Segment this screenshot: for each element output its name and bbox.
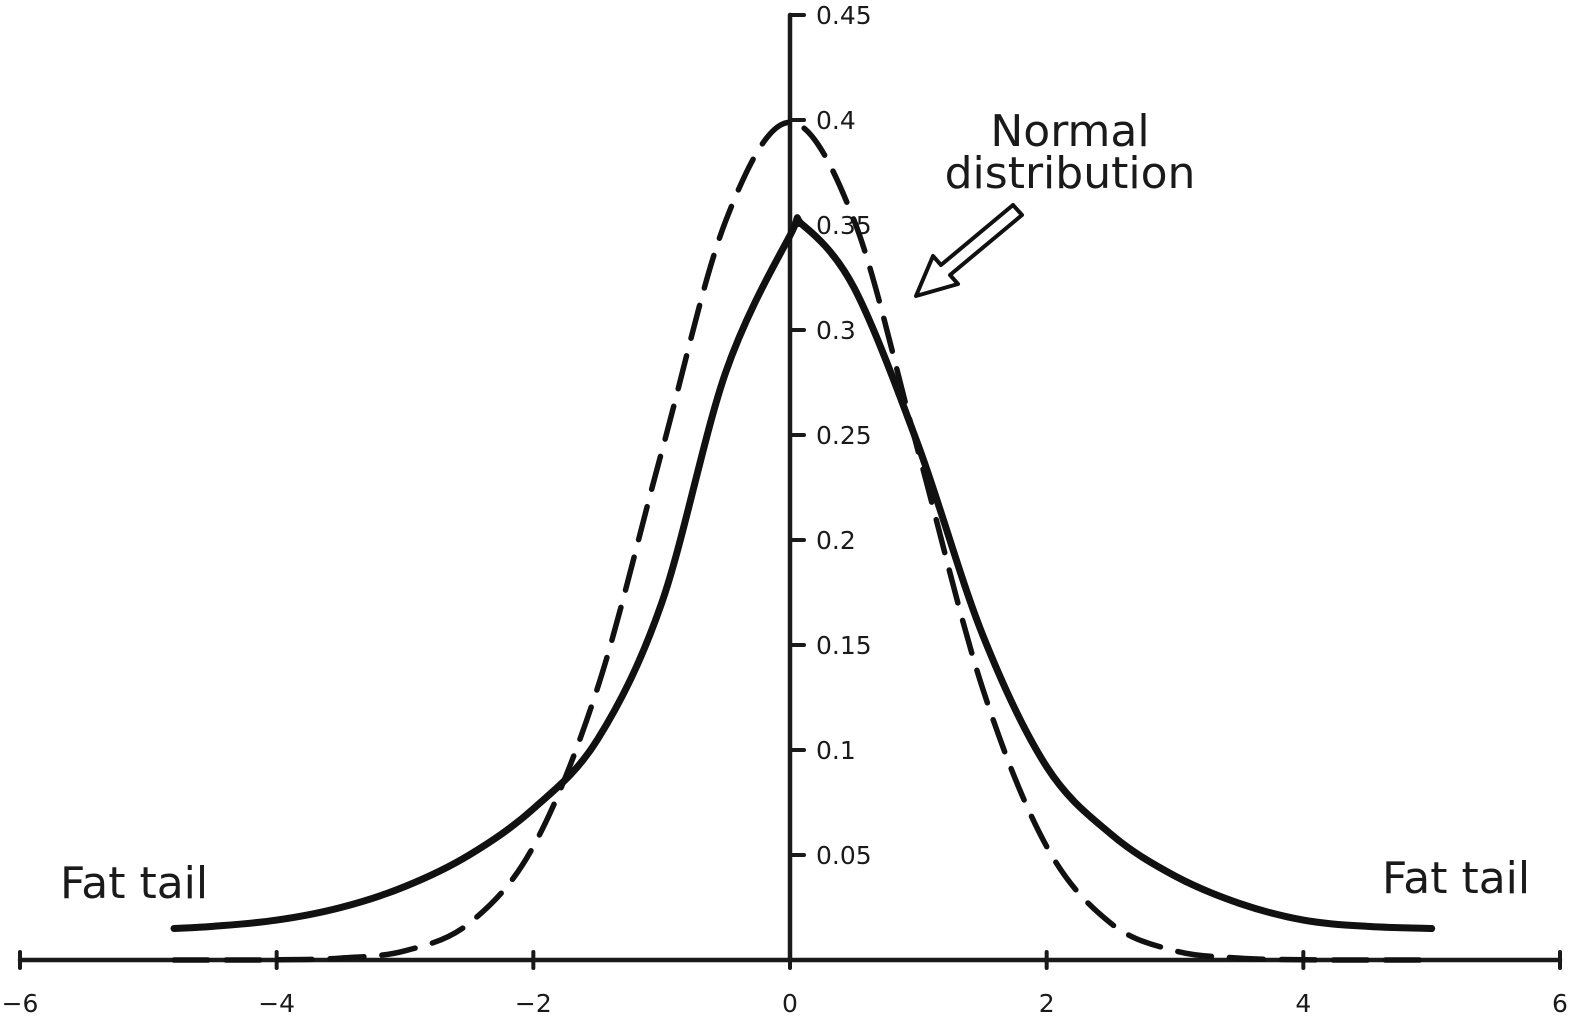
y-tick-label-2: 0.15 <box>816 631 872 660</box>
x-tick-label-1: −4 <box>258 989 295 1018</box>
y-tick-label-1: 0.1 <box>816 736 856 765</box>
fat-tail-left-label: Fat tail <box>60 858 208 909</box>
axes <box>17 12 1563 963</box>
arrow-icon <box>914 203 1024 298</box>
x-tick-label-0: −6 <box>2 989 39 1018</box>
y-tick-label-7: 0.4 <box>816 106 856 135</box>
series-layer <box>170 119 1436 963</box>
x-tick-label-3: 0 <box>782 989 798 1018</box>
y-tick-label-6: 0.35 <box>816 211 872 240</box>
y-tick-label-8: 0.45 <box>816 1 872 30</box>
annotations: Normal distribution Fat tail Fat tail <box>60 106 1530 909</box>
x-tick-label-6: 6 <box>1552 989 1568 1018</box>
y-tick-label-3: 0.2 <box>816 526 856 555</box>
y-tick-label-5: 0.3 <box>816 316 856 345</box>
x-tick-label-4: 2 <box>1039 989 1055 1018</box>
x-tick-label-2: −2 <box>515 989 552 1018</box>
fat-tail-right-label: Fat tail <box>1382 853 1530 904</box>
x-tick-label-5: 4 <box>1295 989 1311 1018</box>
series-line-dashed <box>171 119 1435 963</box>
x-ticks: −6 −4 −2 0 2 4 6 <box>2 950 1568 1018</box>
series-line-solid <box>170 214 1436 932</box>
y-tick-label-4: 0.25 <box>816 421 872 450</box>
y-tick-label-0: 0.05 <box>816 841 872 870</box>
normal-label-line2: distribution <box>945 148 1196 199</box>
normal-label-line1: Normal <box>990 106 1149 157</box>
y-ticks: 0.05 0.1 0.15 0.2 0.25 0.3 0.35 0.4 0.45 <box>788 1 872 870</box>
